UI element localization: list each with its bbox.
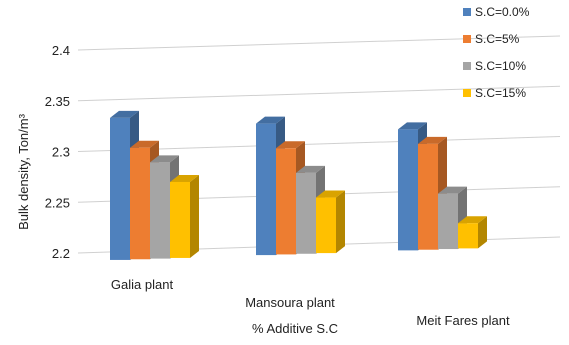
bar-top (110, 110, 139, 118)
y-tick-label: 2.4 (52, 43, 70, 58)
legend-swatch (463, 35, 471, 43)
bar-side (336, 190, 345, 254)
bar-front (130, 147, 150, 260)
bar-top (316, 190, 345, 198)
bar-top (438, 186, 467, 194)
legend-label: S.C=15% (475, 86, 526, 100)
legend-label: S.C=0.0% (475, 5, 530, 19)
gridline (77, 35, 561, 51)
bar-side (190, 174, 199, 258)
bar-top (458, 216, 487, 224)
bar-top (418, 136, 447, 144)
legend-swatch (463, 62, 471, 70)
bar-front (458, 223, 478, 249)
y-axis-ticks: 2.2 2.25 2.3 2.35 2.4 (45, 43, 70, 261)
category-label: Meit Fares plant (416, 313, 510, 328)
bar-front (170, 181, 190, 258)
legend: S.C=0.0% S.C=5% S.C=10% S.C=15% (463, 5, 530, 100)
bar-front (276, 148, 296, 255)
x-axis-title: % Additive S.C (252, 321, 338, 336)
bar-front (398, 129, 418, 251)
bar-top (150, 155, 179, 163)
bar-top (130, 140, 159, 148)
bar-front (110, 117, 130, 260)
y-tick-label: 2.25 (45, 195, 70, 210)
bar-top (276, 141, 305, 149)
category-label: Galia plant (111, 277, 174, 292)
y-tick-label: 2.2 (52, 246, 70, 261)
bar (170, 174, 199, 258)
bar-top (398, 122, 427, 130)
bar-front (418, 143, 438, 250)
bar-top (296, 165, 325, 173)
bar-top (256, 116, 285, 124)
bar (458, 216, 487, 249)
y-axis-title: Bulk density, Ton/m³ (16, 113, 31, 230)
bars (110, 110, 487, 260)
bar (316, 190, 345, 254)
bar-front (316, 197, 336, 254)
category-labels: Galia plant Mansoura plant Meit Fares plan… (111, 277, 510, 328)
y-tick-label: 2.35 (45, 94, 70, 109)
category-label: Mansoura plant (245, 295, 335, 310)
bar-side (478, 216, 487, 249)
legend-label: S.C=10% (475, 59, 526, 73)
bar-top (170, 174, 199, 182)
bar-front (256, 123, 276, 256)
legend-label: S.C=5% (475, 32, 520, 46)
bar-front (296, 172, 316, 254)
legend-swatch (463, 89, 471, 97)
bar-front (150, 162, 170, 259)
bar-front (438, 193, 458, 250)
y-tick-label: 2.3 (52, 145, 70, 160)
gridline (77, 85, 561, 102)
legend-swatch (463, 8, 471, 16)
